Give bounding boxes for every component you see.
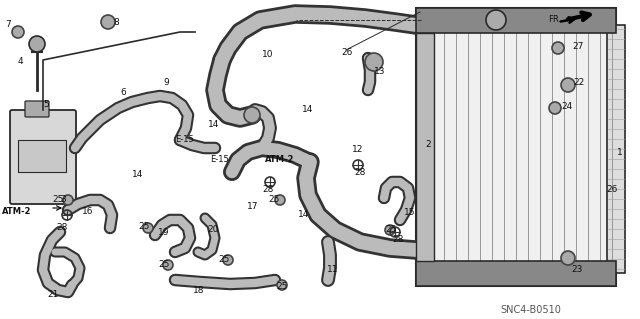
Text: 17: 17 <box>247 202 259 211</box>
Text: 10: 10 <box>262 50 273 59</box>
Circle shape <box>143 223 153 233</box>
Circle shape <box>561 78 575 92</box>
Text: 25: 25 <box>268 195 280 204</box>
Circle shape <box>63 195 73 205</box>
Text: 14: 14 <box>208 120 220 129</box>
Text: 28: 28 <box>354 168 365 177</box>
Text: 25: 25 <box>218 255 229 264</box>
Text: 14: 14 <box>298 210 309 219</box>
Text: 25: 25 <box>385 225 396 234</box>
Text: 22: 22 <box>573 78 584 87</box>
Text: 25: 25 <box>158 260 170 269</box>
Text: ATM-2: ATM-2 <box>2 207 31 216</box>
Text: 16: 16 <box>82 207 93 216</box>
Circle shape <box>561 251 575 265</box>
Circle shape <box>223 255 233 265</box>
Text: 28: 28 <box>392 235 403 244</box>
Text: 2: 2 <box>425 140 431 149</box>
Text: 27: 27 <box>572 42 584 51</box>
Text: 20: 20 <box>207 225 218 234</box>
Circle shape <box>552 42 564 54</box>
Bar <box>416 261 616 286</box>
FancyBboxPatch shape <box>10 110 76 204</box>
Text: FR.: FR. <box>548 15 561 24</box>
Circle shape <box>244 107 260 123</box>
Circle shape <box>365 53 383 71</box>
Text: 25: 25 <box>52 195 63 204</box>
Text: ATM-2: ATM-2 <box>265 155 294 164</box>
Text: 9: 9 <box>163 78 169 87</box>
Text: E-15: E-15 <box>210 155 228 164</box>
Circle shape <box>275 195 285 205</box>
Text: 1: 1 <box>617 148 623 157</box>
Text: 11: 11 <box>327 265 339 274</box>
Circle shape <box>549 102 561 114</box>
Text: 7: 7 <box>5 20 11 29</box>
Text: 28: 28 <box>56 223 67 232</box>
Text: 25: 25 <box>276 282 287 291</box>
Text: 21: 21 <box>47 290 58 299</box>
Text: 26: 26 <box>606 185 618 194</box>
Text: 3: 3 <box>60 195 66 204</box>
Circle shape <box>277 280 287 290</box>
Circle shape <box>163 260 173 270</box>
Bar <box>416 33 434 261</box>
Bar <box>416 8 616 286</box>
Text: 5: 5 <box>43 100 49 109</box>
Text: 12: 12 <box>352 145 364 154</box>
Text: 18: 18 <box>193 286 205 295</box>
Text: 8: 8 <box>113 18 119 27</box>
Circle shape <box>385 225 395 235</box>
FancyBboxPatch shape <box>25 101 49 117</box>
Text: 15: 15 <box>404 208 415 217</box>
Bar <box>18 140 66 172</box>
Text: 14: 14 <box>302 105 314 114</box>
Text: 6: 6 <box>120 88 125 97</box>
Circle shape <box>12 26 24 38</box>
Text: 24: 24 <box>561 102 572 111</box>
Text: 23: 23 <box>571 265 582 274</box>
Text: E-15: E-15 <box>175 135 194 144</box>
Text: 26: 26 <box>341 48 353 57</box>
Text: 25: 25 <box>138 222 149 231</box>
Text: 4: 4 <box>18 57 24 66</box>
Text: 13: 13 <box>374 67 385 76</box>
Bar <box>607 25 625 273</box>
Bar <box>416 8 616 33</box>
Circle shape <box>101 15 115 29</box>
Text: SNC4-B0510: SNC4-B0510 <box>500 305 561 315</box>
Text: 14: 14 <box>132 170 143 179</box>
Text: 19: 19 <box>158 228 170 237</box>
Text: 28: 28 <box>262 185 273 194</box>
Circle shape <box>29 36 45 52</box>
Circle shape <box>486 10 506 30</box>
